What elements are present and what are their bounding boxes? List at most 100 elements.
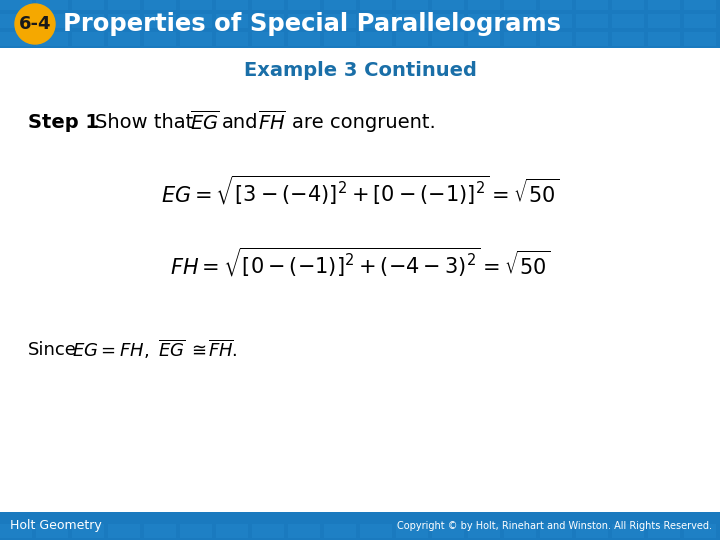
- Bar: [468, 0, 500, 10]
- Bar: [468, 524, 500, 538]
- Bar: [0, 524, 32, 538]
- Bar: [648, 524, 680, 538]
- Bar: [252, 524, 284, 538]
- Bar: [612, 524, 644, 538]
- Bar: [36, 524, 68, 538]
- Bar: [504, 524, 536, 538]
- Bar: [180, 32, 212, 46]
- Bar: [540, 14, 572, 28]
- Text: Copyright © by Holt, Rinehart and Winston. All Rights Reserved.: Copyright © by Holt, Rinehart and Winsto…: [397, 521, 712, 531]
- Text: $EG = \sqrt{\left[3-(-4)\right]^{2}+\left[0-(-1)\right]^{2}} = \sqrt{50}$: $EG = \sqrt{\left[3-(-4)\right]^{2}+\lef…: [161, 173, 559, 207]
- Bar: [684, 0, 716, 10]
- Bar: [396, 0, 428, 10]
- Bar: [108, 0, 140, 10]
- Bar: [576, 524, 608, 538]
- Bar: [396, 524, 428, 538]
- Bar: [0, 0, 720, 48]
- Text: are congruent.: are congruent.: [292, 112, 436, 132]
- Bar: [432, 32, 464, 46]
- Bar: [324, 32, 356, 46]
- Bar: [288, 32, 320, 46]
- Text: $\cong$: $\cong$: [188, 341, 207, 359]
- Bar: [432, 14, 464, 28]
- Text: Since: Since: [28, 341, 77, 359]
- Bar: [540, 0, 572, 10]
- Text: Show that: Show that: [95, 112, 193, 132]
- Bar: [612, 0, 644, 10]
- Bar: [72, 0, 104, 10]
- Bar: [216, 14, 248, 28]
- Bar: [612, 32, 644, 46]
- Bar: [360, 32, 392, 46]
- Bar: [396, 32, 428, 46]
- Bar: [216, 32, 248, 46]
- Bar: [108, 524, 140, 538]
- Bar: [252, 14, 284, 28]
- Bar: [360, 524, 392, 538]
- Bar: [324, 0, 356, 10]
- Bar: [144, 524, 176, 538]
- Bar: [36, 0, 68, 10]
- Bar: [360, 0, 392, 10]
- Bar: [72, 524, 104, 538]
- Text: and: and: [222, 112, 258, 132]
- Bar: [288, 524, 320, 538]
- Bar: [432, 0, 464, 10]
- Bar: [540, 524, 572, 538]
- Bar: [216, 0, 248, 10]
- Text: $\overline{FH}.$: $\overline{FH}.$: [208, 339, 238, 361]
- Text: $\overline{EG}$: $\overline{EG}$: [158, 340, 185, 360]
- Bar: [0, 0, 32, 10]
- Bar: [36, 32, 68, 46]
- Bar: [288, 0, 320, 10]
- Bar: [648, 0, 680, 10]
- Bar: [180, 0, 212, 10]
- Bar: [108, 32, 140, 46]
- Bar: [72, 14, 104, 28]
- Bar: [648, 14, 680, 28]
- Bar: [684, 14, 716, 28]
- Bar: [504, 0, 536, 10]
- Bar: [144, 0, 176, 10]
- Bar: [108, 14, 140, 28]
- Text: $EG = FH,$: $EG = FH,$: [72, 341, 149, 360]
- Text: 6-4: 6-4: [19, 15, 51, 33]
- Text: $FH = \sqrt{\left[0-(-1)\right]^{2}+(-4-3)^{2}} = \sqrt{50}$: $FH = \sqrt{\left[0-(-1)\right]^{2}+(-4-…: [170, 245, 550, 279]
- Bar: [540, 32, 572, 46]
- Circle shape: [15, 4, 55, 44]
- Bar: [684, 524, 716, 538]
- Bar: [612, 14, 644, 28]
- Bar: [180, 14, 212, 28]
- Bar: [36, 14, 68, 28]
- Bar: [504, 32, 536, 46]
- Bar: [360, 14, 392, 28]
- Bar: [180, 524, 212, 538]
- Bar: [396, 14, 428, 28]
- Text: Holt Geometry: Holt Geometry: [10, 519, 102, 532]
- Bar: [324, 524, 356, 538]
- Bar: [288, 14, 320, 28]
- Text: $\overline{FH}$: $\overline{FH}$: [258, 110, 286, 134]
- Bar: [648, 32, 680, 46]
- Bar: [72, 32, 104, 46]
- Bar: [0, 32, 32, 46]
- Bar: [468, 32, 500, 46]
- Bar: [0, 512, 720, 540]
- Text: Example 3 Continued: Example 3 Continued: [243, 60, 477, 79]
- Bar: [504, 14, 536, 28]
- Bar: [144, 14, 176, 28]
- Bar: [144, 32, 176, 46]
- Text: $\overline{EG}$: $\overline{EG}$: [190, 110, 220, 134]
- Bar: [216, 524, 248, 538]
- Bar: [0, 14, 32, 28]
- Bar: [576, 14, 608, 28]
- Bar: [252, 0, 284, 10]
- Text: Properties of Special Parallelograms: Properties of Special Parallelograms: [63, 12, 561, 36]
- Bar: [576, 32, 608, 46]
- Bar: [0, 48, 720, 512]
- Text: Step 1: Step 1: [28, 112, 99, 132]
- Bar: [576, 0, 608, 10]
- Bar: [684, 32, 716, 46]
- Bar: [468, 14, 500, 28]
- Bar: [432, 524, 464, 538]
